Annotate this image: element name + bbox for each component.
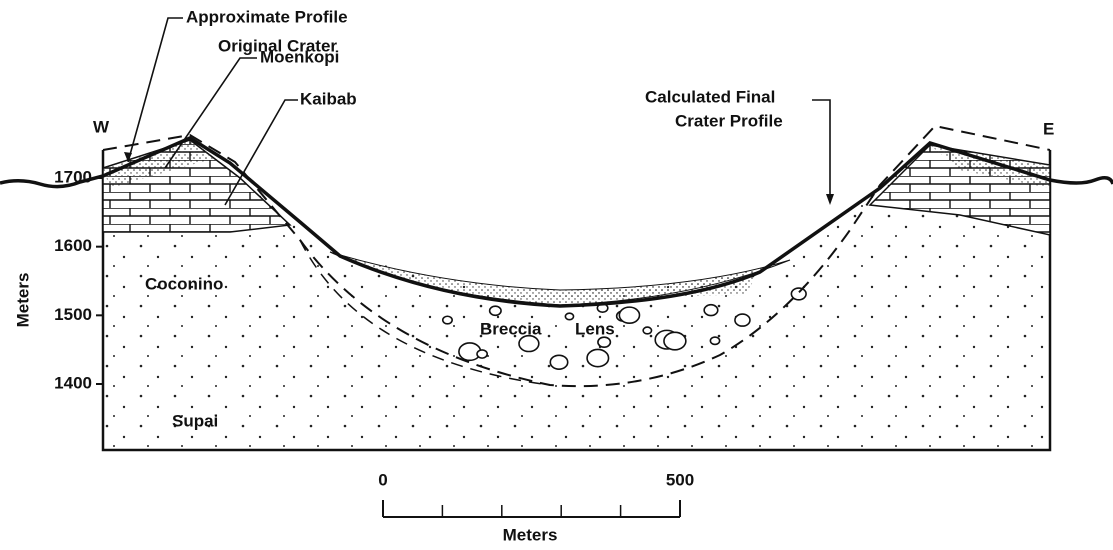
leader-final	[812, 100, 830, 200]
y-tick-label: 1600	[54, 236, 92, 255]
scale-title: Meters	[503, 525, 558, 544]
label: Breccia	[480, 319, 542, 338]
clast	[643, 327, 651, 334]
axis-title: Meters	[13, 273, 32, 328]
clast	[443, 316, 452, 324]
label: W	[93, 117, 110, 136]
crater-diagram: Approximate Profile Original Crater Calc…	[0, 0, 1113, 550]
clast	[619, 307, 639, 323]
label: Calculated Final	[645, 87, 775, 106]
label: Kaibab	[300, 89, 357, 108]
y-tick-label: 1500	[54, 305, 92, 324]
label: Supai	[172, 411, 218, 430]
clast	[598, 337, 610, 347]
clast	[490, 306, 501, 315]
clast	[587, 349, 608, 366]
clast	[710, 337, 719, 344]
y-tick-label: 1400	[54, 373, 92, 392]
label: Coconino	[145, 274, 223, 293]
label: E	[1043, 119, 1054, 138]
label: Moenkopi	[260, 47, 339, 66]
clast	[565, 313, 573, 320]
clast	[477, 350, 487, 358]
arrow	[826, 194, 834, 205]
label: Lens	[575, 319, 615, 338]
scale-tick-label: 0	[378, 470, 387, 489]
clast	[704, 305, 718, 316]
y-tick-label: 1700	[54, 167, 92, 186]
clast	[664, 332, 686, 350]
clast	[550, 355, 567, 369]
clast	[791, 288, 806, 300]
label: Crater Profile	[675, 111, 783, 130]
label: Approximate Profile	[186, 7, 348, 26]
clast	[735, 314, 750, 326]
scale-tick-label: 500	[666, 470, 694, 489]
